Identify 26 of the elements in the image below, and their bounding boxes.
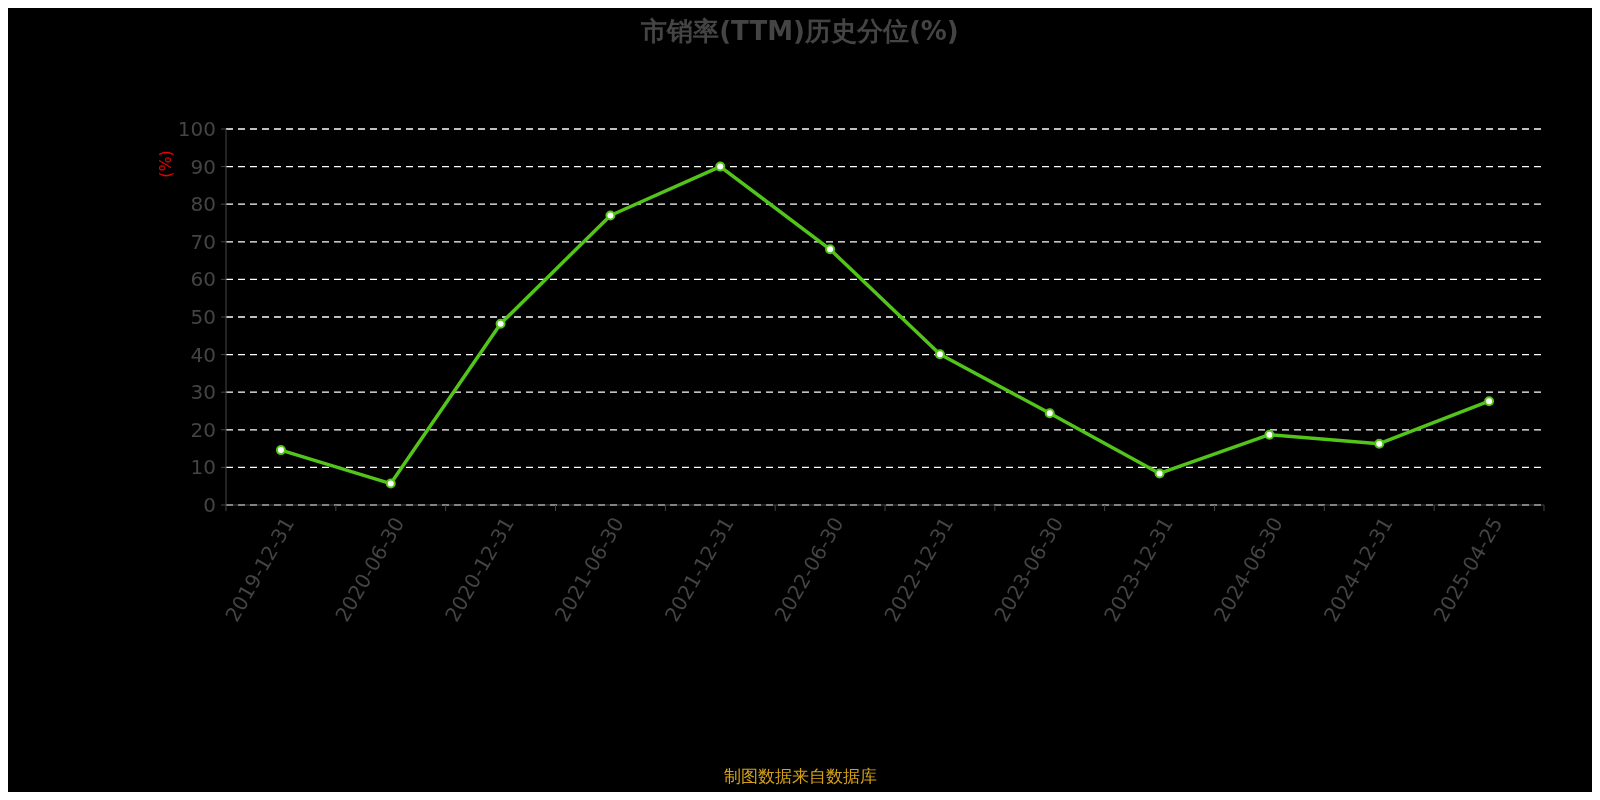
y-tick-label: 30 (190, 380, 216, 405)
point (934, 349, 945, 360)
y-tick-label: 60 (190, 267, 216, 292)
point (715, 161, 726, 172)
point (1484, 396, 1495, 407)
y-tick-label: 50 (190, 305, 216, 329)
y-axis-title: (%) (156, 150, 175, 178)
point (275, 445, 286, 456)
point (1154, 468, 1165, 479)
y-tick-label: 90 (190, 154, 216, 179)
chart-title: 市销率(TTM)历史分位(%) (640, 16, 959, 46)
y-tick-label: 70 (190, 229, 216, 254)
point (1264, 429, 1275, 440)
y-tick-label: 20 (190, 417, 216, 442)
y-tick-label: 10 (190, 455, 216, 480)
y-tick-label: 80 (190, 192, 216, 217)
y-tick-label: 100 (177, 117, 216, 141)
y-tick-label: 0 (203, 493, 216, 517)
text: 制图数据来自数据库 (723, 766, 877, 786)
point (1374, 438, 1385, 449)
point (825, 244, 836, 255)
point (385, 478, 396, 489)
point (1044, 408, 1055, 419)
y-tick-label: 40 (190, 342, 216, 367)
point (495, 318, 506, 329)
point (605, 210, 616, 221)
